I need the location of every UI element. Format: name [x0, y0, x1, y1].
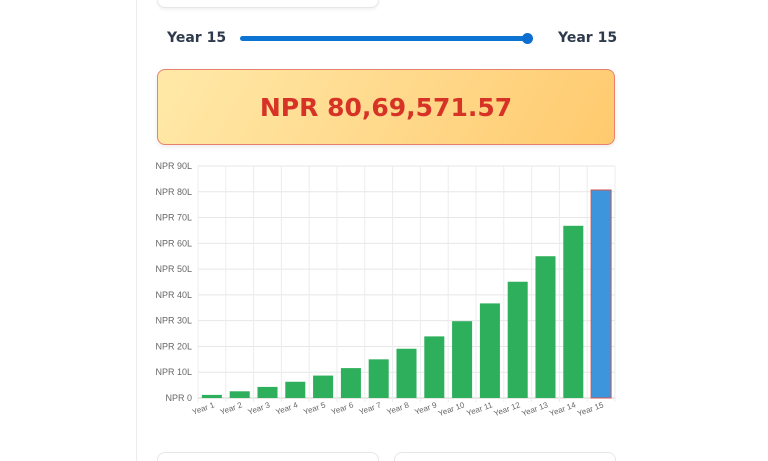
y-tick-label: NPR 50L: [155, 264, 192, 274]
year-slider-thumb[interactable]: [522, 33, 533, 44]
x-tick-label: Year 15: [576, 400, 605, 418]
page-edge-divider: [136, 0, 137, 461]
bar: [452, 321, 473, 398]
result-amount: NPR 80,69,571.57: [259, 92, 513, 122]
growth-chart-svg: NPR 0 NPR 10L NPR 20L NPR 30L NPR 40L NPR 50L…: [155, 161, 616, 418]
bar: [229, 391, 250, 398]
x-tick-label: Year 3: [247, 400, 272, 416]
top-card: [157, 0, 379, 8]
y-tick-label: NPR 20L: [155, 341, 192, 351]
bar: [396, 348, 417, 398]
bar: [285, 381, 306, 398]
y-tick-label: NPR 40L: [155, 290, 192, 300]
x-tick-label: Year 14: [548, 400, 577, 418]
x-tick-label: Year 6: [330, 400, 355, 416]
year-slider-track[interactable]: [240, 36, 529, 41]
bar-selected: [590, 189, 612, 399]
bar: [257, 386, 278, 398]
y-tick-label: NPR 10L: [155, 367, 192, 377]
x-tick-label: Year 11: [465, 400, 494, 418]
y-tick-label: NPR 70L: [155, 213, 192, 223]
x-tick-label: Year 5: [302, 400, 327, 416]
bottom-card-left: [157, 452, 379, 461]
y-tick-label: NPR 30L: [155, 316, 192, 326]
y-tick-label: NPR 90L: [155, 161, 192, 171]
bar: [507, 281, 528, 398]
year-slider-row: Year 15 Year 15: [150, 26, 620, 52]
bar: [201, 394, 222, 398]
x-tick-label: Year 12: [493, 400, 522, 418]
bar: [479, 303, 500, 398]
bar: [563, 225, 584, 398]
bottom-card-right: [394, 452, 616, 461]
bar: [424, 336, 445, 398]
bar: [340, 368, 361, 398]
growth-chart: NPR 0 NPR 10L NPR 20L NPR 30L NPR 40L NPR 50L…: [150, 155, 620, 430]
slider-value-label: Year 15: [558, 30, 618, 46]
slider-start-label: Year 15: [167, 30, 227, 46]
bar: [313, 375, 334, 398]
y-tick-label: NPR 0: [165, 393, 192, 403]
x-tick-label: Year 2: [219, 400, 244, 416]
y-tick-label: NPR 60L: [155, 238, 192, 248]
y-tick-label: NPR 80L: [155, 187, 192, 197]
x-tick-label: Year 1: [191, 400, 216, 416]
bar: [535, 256, 556, 398]
result-box: NPR 80,69,571.57: [157, 69, 615, 145]
bar: [368, 359, 389, 398]
x-tick-label: Year 9: [413, 400, 438, 416]
x-tick-label: Year 8: [386, 400, 411, 416]
x-tick-label: Year 4: [274, 400, 299, 416]
x-tick-label: Year 7: [358, 400, 383, 416]
x-tick-label: Year 10: [437, 400, 466, 418]
x-tick-label: Year 13: [520, 400, 549, 418]
